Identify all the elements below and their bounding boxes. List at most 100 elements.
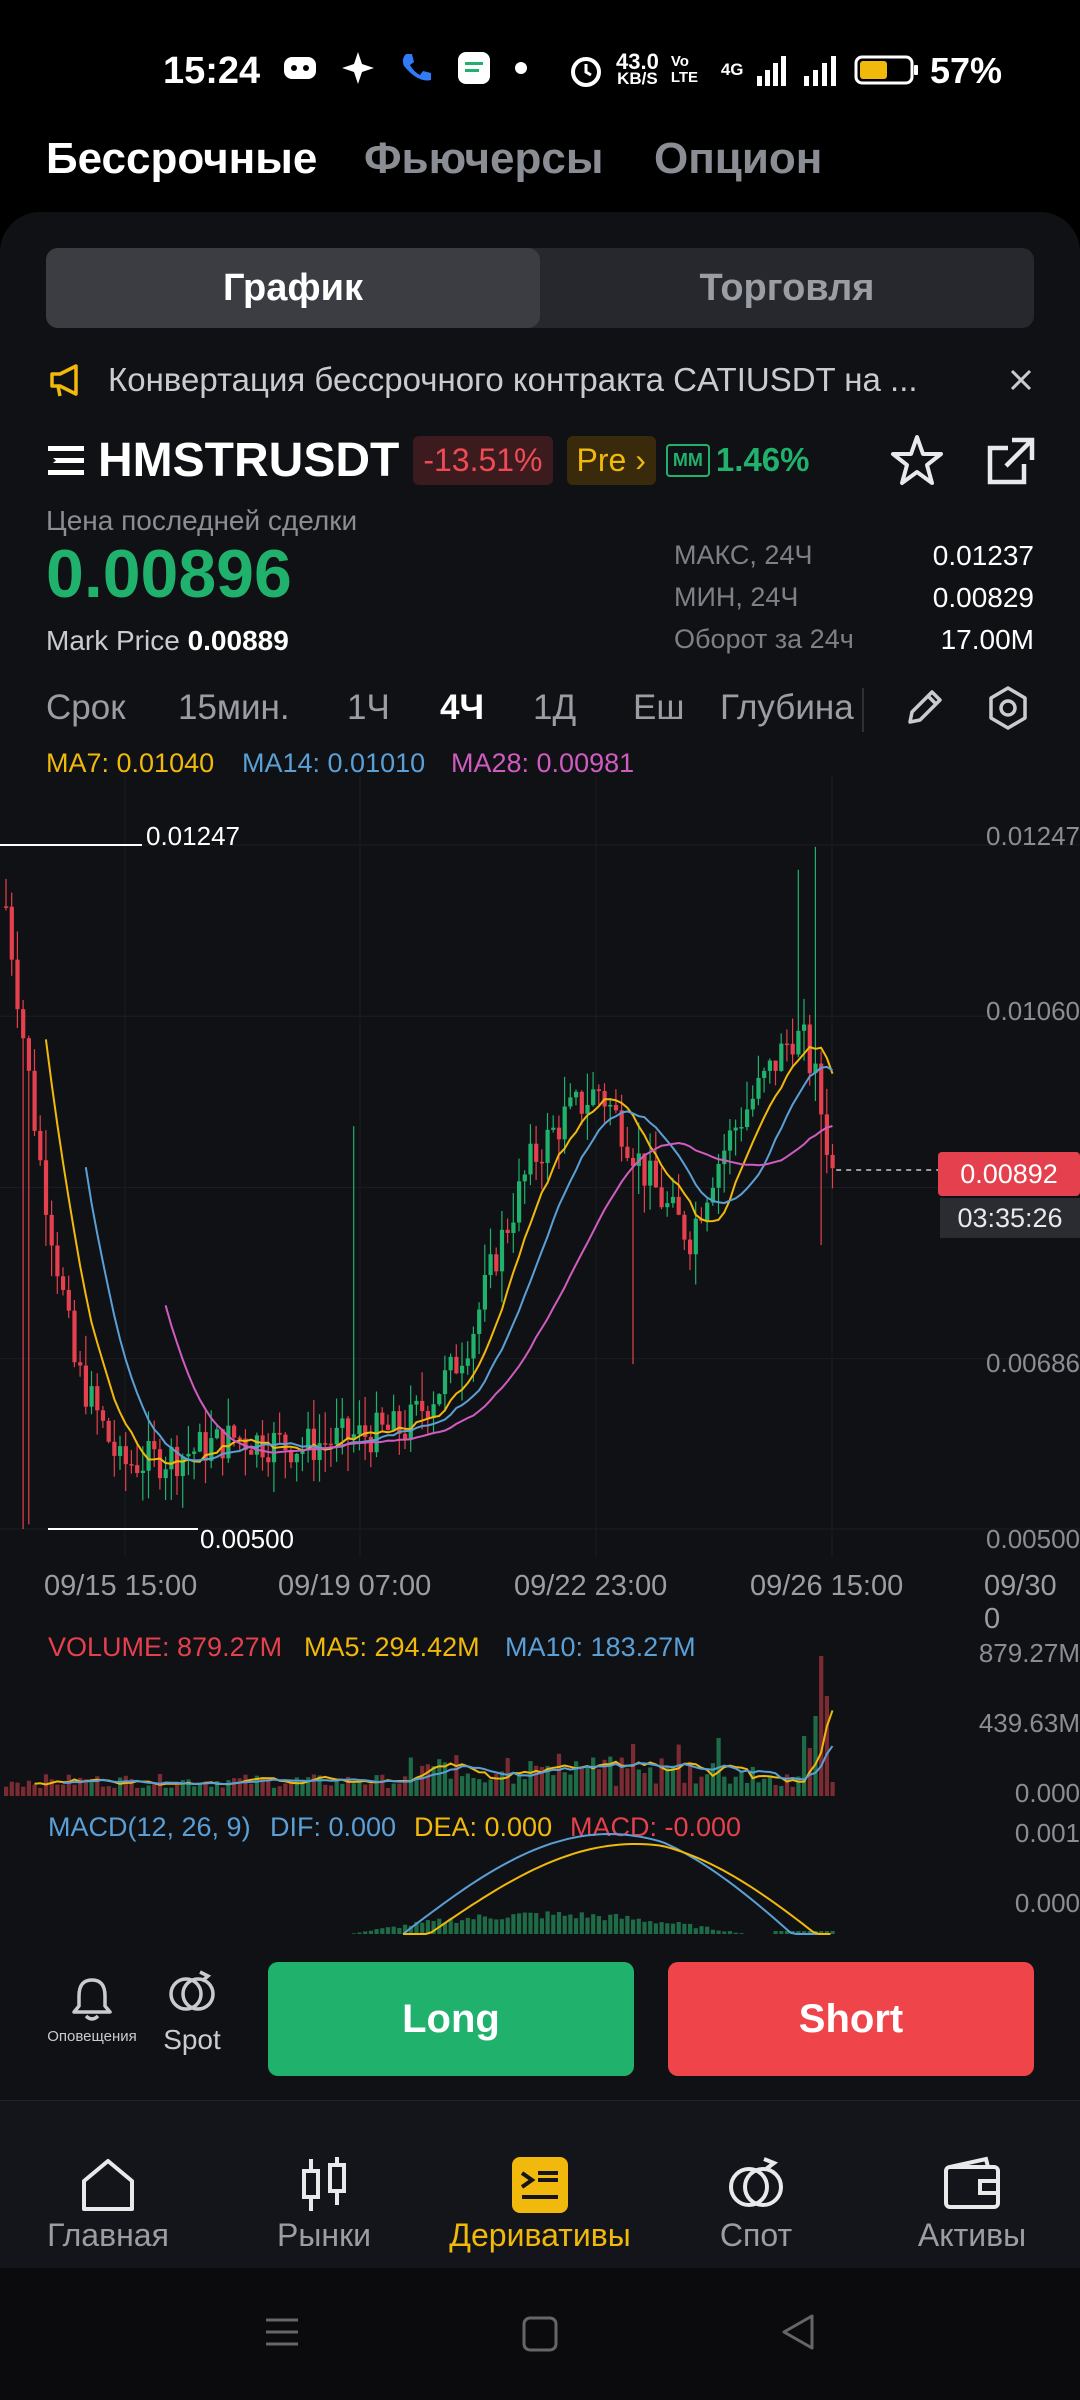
volume-bar — [739, 1771, 744, 1796]
timeframe-4h[interactable]: 4Ч — [440, 688, 485, 727]
nav-markets[interactable]: Рынки — [216, 2110, 432, 2260]
depth-tab[interactable]: Глубина — [720, 688, 854, 727]
timeframe-term[interactable]: Срок — [46, 688, 126, 727]
spot-button[interactable]: Spot — [152, 1968, 232, 2064]
discord-icon — [284, 57, 316, 79]
nav-spot[interactable]: Спот — [648, 2110, 864, 2260]
x-tick-4: 09/26 15:00 — [750, 1570, 904, 1602]
volume-bar — [482, 1782, 487, 1796]
candle-down — [425, 1411, 430, 1418]
candle-down — [38, 1130, 43, 1161]
home-square-icon[interactable] — [520, 2314, 560, 2354]
nav-derivatives[interactable]: Деривативы — [432, 2110, 648, 2260]
x-tick-2: 09/19 07:00 — [278, 1570, 432, 1602]
volume-bar — [21, 1786, 26, 1796]
macd-histogram-bar — [659, 1922, 664, 1934]
menu-icon[interactable] — [262, 2312, 302, 2352]
candle-down — [790, 1043, 795, 1055]
macd-histogram-bar — [739, 1933, 744, 1934]
timeframe-more[interactable]: Еш — [633, 688, 685, 727]
candle-down — [232, 1425, 237, 1438]
candle-down — [579, 1091, 584, 1114]
candle-down — [15, 959, 20, 1010]
timeframe-15m[interactable]: 15мин. — [178, 688, 290, 727]
volume-bar — [61, 1784, 66, 1796]
alerts-label: Оповещения — [47, 2028, 137, 2045]
candle-down — [368, 1436, 373, 1453]
trade-tab[interactable]: Торговля — [699, 266, 875, 309]
volume-bar — [494, 1773, 499, 1796]
tab-perpetual[interactable]: Бессрочные — [46, 134, 318, 183]
volume-bar — [351, 1783, 356, 1796]
volume-ma5-line — [34, 1710, 834, 1786]
volume-bar — [49, 1779, 54, 1796]
chart-tab[interactable]: График — [46, 248, 540, 328]
mark-price-label: Mark Price — [46, 625, 180, 656]
macd-histogram-bar — [625, 1915, 630, 1934]
volume-bar — [152, 1783, 157, 1796]
chevron-right-icon: › — [635, 441, 646, 478]
candle-up — [796, 1030, 801, 1055]
volume-bar — [169, 1787, 174, 1796]
candle-up — [89, 1386, 94, 1407]
candle-up — [146, 1441, 151, 1471]
volume-bar — [556, 1753, 562, 1796]
symbol-row[interactable]: HMSTRUSDT -13.51% Pre › MM 1.46% — [46, 430, 809, 490]
volume-bar — [796, 1776, 801, 1796]
candle-up — [294, 1453, 299, 1463]
volume-bar — [397, 1783, 402, 1796]
app-icons — [282, 50, 528, 86]
nav-home[interactable]: Главная — [0, 2110, 216, 2260]
volume-bar — [710, 1763, 715, 1796]
volume-bar — [568, 1774, 573, 1796]
nav-assets[interactable]: Активы — [864, 2110, 1080, 2260]
alerts-button[interactable]: Оповещения — [40, 1974, 144, 2054]
volume-bar — [631, 1743, 636, 1796]
nav-markets-label: Рынки — [277, 2217, 371, 2253]
price-chart[interactable] — [0, 776, 1080, 1556]
low-label: 0.00500 — [200, 1524, 294, 1554]
macd-histogram-bar — [368, 1930, 373, 1934]
volume-bar — [596, 1769, 601, 1796]
share-icon[interactable] — [984, 434, 1038, 488]
candle-down — [289, 1450, 294, 1463]
volume-bar — [670, 1765, 676, 1796]
macd-histogram-bar — [727, 1931, 733, 1934]
nav-derivatives-label: Деривативы — [449, 2217, 631, 2253]
tab-futures[interactable]: Фьючерсы — [364, 134, 604, 183]
announcement-bar[interactable]: Конвертация бессрочного контракта CATIUS… — [46, 355, 1036, 405]
candle-down — [283, 1434, 288, 1451]
macd-histogram-bar — [648, 1921, 653, 1934]
timeframe-1h[interactable]: 1Ч — [347, 688, 390, 727]
candle-up — [745, 1109, 750, 1128]
macd-histogram-bar — [699, 1926, 704, 1934]
close-icon[interactable] — [1006, 365, 1036, 395]
volume-bar — [277, 1786, 282, 1796]
volume-bar — [591, 1757, 596, 1796]
volume-bar — [26, 1780, 31, 1796]
volume-bar — [180, 1780, 185, 1796]
star-icon[interactable] — [888, 432, 946, 490]
macd-histogram-bar — [670, 1923, 676, 1934]
macd-histogram-bar — [488, 1918, 493, 1934]
candle-up — [351, 1434, 356, 1440]
settings-icon[interactable] — [984, 684, 1032, 732]
pencil-icon[interactable] — [900, 684, 948, 732]
candle-down — [346, 1418, 351, 1440]
volume-bar — [408, 1757, 413, 1796]
back-icon[interactable] — [778, 2312, 818, 2352]
candle-up — [482, 1274, 487, 1310]
macd-dea: DEA: 0.000 — [414, 1812, 553, 1842]
volume-chart — [4, 1656, 835, 1796]
volume-bar — [625, 1768, 630, 1796]
volume-bar — [95, 1776, 100, 1796]
candle-down — [61, 1276, 66, 1290]
long-button[interactable]: Long — [268, 1962, 634, 2076]
candle-down — [784, 1043, 790, 1046]
timeframe-1d[interactable]: 1Д — [533, 688, 577, 727]
macd-histogram-bar — [807, 1931, 812, 1934]
tab-options[interactable]: Опцион — [654, 134, 823, 183]
short-button[interactable]: Short — [668, 1962, 1034, 2076]
pre-market-badge[interactable]: Pre › — [566, 435, 656, 485]
volume-bar — [773, 1784, 778, 1796]
